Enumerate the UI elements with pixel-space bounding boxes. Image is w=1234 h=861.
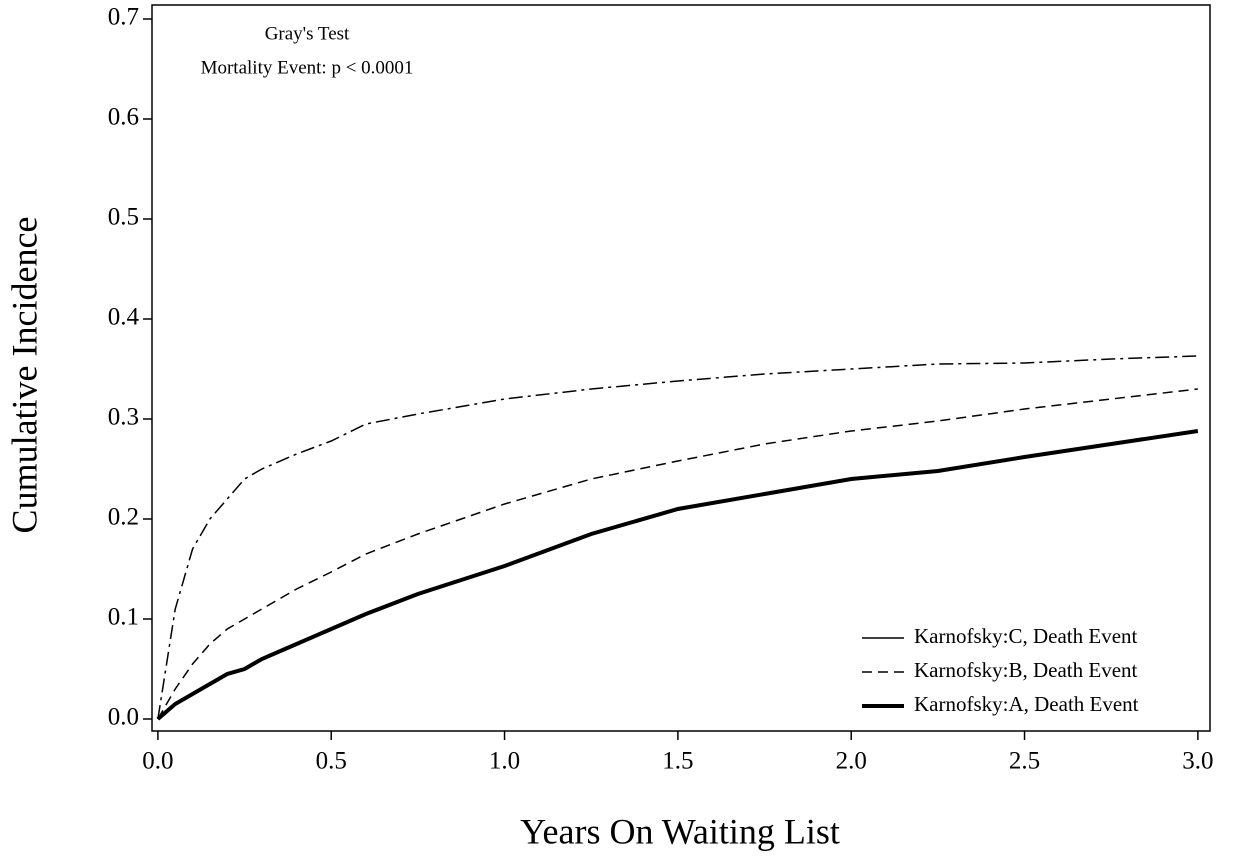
y-tick-label: 0.6 xyxy=(108,104,139,131)
x-tick-label: 3.0 xyxy=(1182,748,1213,775)
annotation: Mortality Event: p < 0.0001 xyxy=(201,57,414,78)
x-tick-label: 1.5 xyxy=(662,748,693,775)
x-tick-label: 2.0 xyxy=(836,748,867,775)
y-tick-label: 0.4 xyxy=(108,304,140,331)
legend-label: Karnofsky:B, Death Event xyxy=(914,658,1138,682)
x-tick-label: 0.5 xyxy=(316,748,347,775)
y-tick-label: 0.5 xyxy=(108,204,139,231)
y-axis-label: Cumulative Incidence xyxy=(4,217,44,534)
y-tick-label: 0.7 xyxy=(108,4,139,31)
y-tick-label: 0.3 xyxy=(108,404,139,431)
legend-label: Karnofsky:A, Death Event xyxy=(914,692,1139,716)
legend-label: Karnofsky:C, Death Event xyxy=(914,624,1138,648)
x-tick-label: 2.5 xyxy=(1009,748,1040,775)
y-tick-label: 0.2 xyxy=(108,504,139,531)
annotation: Gray's Test xyxy=(265,23,350,44)
x-tick-label: 1.0 xyxy=(489,748,520,775)
y-tick-label: 0.0 xyxy=(108,704,139,731)
series-line xyxy=(157,355,1198,720)
y-tick-label: 0.1 xyxy=(108,604,139,631)
plot-frame xyxy=(151,4,1211,732)
x-tick-label: 0.0 xyxy=(142,748,173,775)
series-line xyxy=(156,429,1199,721)
x-axis-label: Years On Waiting List xyxy=(520,811,840,851)
